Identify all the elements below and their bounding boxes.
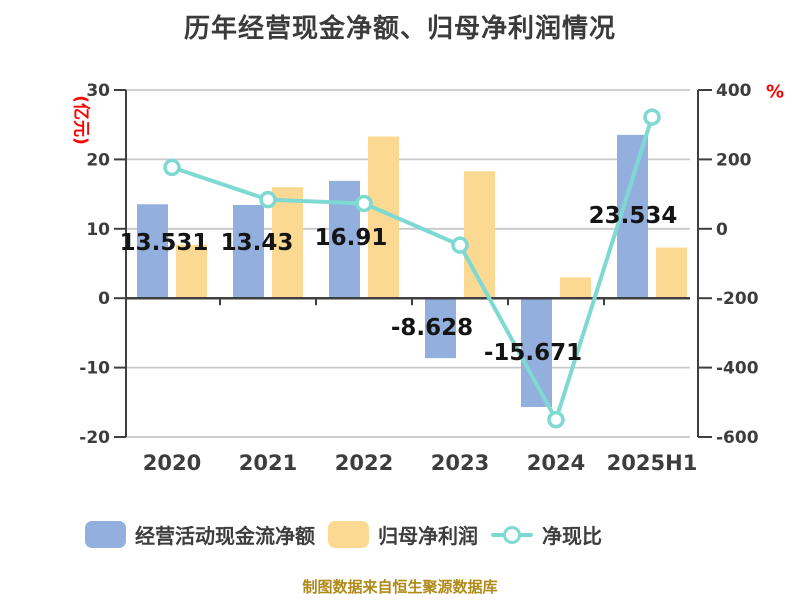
marker-net-cash-ratio-2020	[163, 158, 181, 177]
legend-item-net-cash-ratio: 净现比	[491, 520, 602, 549]
left-tick-label-10: 10	[86, 220, 110, 240]
x-tick-label-2021: 2021	[239, 451, 297, 475]
legend-label-operating-cash: 经营活动现金流净额	[135, 524, 315, 548]
right-tick-label--200: -200	[716, 289, 759, 309]
legend-item-operating-cash: 经营活动现金流净额	[85, 520, 315, 549]
chart-title: 历年经营现金净额、归母净利润情况	[183, 14, 616, 44]
bar-operating-cash-2021	[233, 204, 264, 299]
marker-net-cash-ratio-2024	[547, 410, 565, 429]
left-tick-label--10: -10	[79, 359, 110, 379]
right-tick-label--600: -600	[716, 428, 759, 448]
left-tick-label-20: 20	[86, 150, 110, 170]
marker-net-cash-ratio-2022	[355, 194, 373, 213]
legend-item-net-profit: 归母净利润	[328, 520, 478, 549]
left-tick-label-0: 0	[98, 289, 110, 309]
x-tick-label-2025H1: 2025H1	[607, 451, 698, 475]
right-tick-label-200: 200	[716, 150, 752, 170]
bar-net-profit-2020	[176, 244, 207, 299]
marker-net-cash-ratio-2025H1	[643, 108, 661, 126]
bar-net-profit-2024	[560, 277, 591, 299]
bar-label-2024: -15.671	[484, 340, 582, 366]
legend-label-net-profit: 归母净利润	[378, 524, 478, 548]
right-tick-label-0: 0	[716, 220, 728, 240]
blue-bar-swatch-icon	[85, 521, 126, 548]
bar-label-2020: 13.531	[120, 230, 209, 256]
x-tick-label-2020: 2020	[143, 451, 201, 475]
x-tick-label-2023: 2023	[431, 451, 489, 475]
bar-label-2023: -8.628	[391, 315, 473, 341]
right-axis-unit-label: %	[765, 81, 785, 103]
legend: 经营活动现金流净额 归母净利润 净现比	[85, 520, 602, 549]
right-tick-label-400: 400	[716, 81, 752, 101]
bar-operating-cash-2023	[425, 298, 456, 359]
x-tick-label-2024: 2024	[527, 451, 585, 475]
left-tick-label-30: 30	[86, 81, 110, 101]
marker-net-cash-ratio-2023	[451, 236, 469, 254]
data-source-note: 制图数据来自恒生聚源数据库	[302, 578, 498, 596]
yellow-bar-swatch-icon	[328, 521, 369, 548]
right-tick-label--400: -400	[716, 359, 759, 379]
legend-label-net-cash-ratio: 净现比	[542, 524, 602, 548]
bar-operating-cash-2020	[137, 204, 168, 299]
bar-operating-cash-2024	[521, 298, 552, 407]
bar-label-2021: 13.43	[221, 230, 294, 256]
line-net-cash-ratio	[170, 115, 654, 422]
bar-label-2022: 16.91	[315, 225, 388, 251]
line-dot-marker-icon	[491, 525, 533, 545]
left-tick-label--20: -20	[79, 428, 110, 448]
marker-net-cash-ratio-2021	[259, 190, 277, 209]
bar-label-2025H1: 23.534	[589, 203, 678, 229]
x-tick-label-2022: 2022	[335, 451, 393, 475]
bar-net-profit-2025H1	[656, 247, 687, 299]
bar-net-profit-2021	[272, 187, 303, 299]
